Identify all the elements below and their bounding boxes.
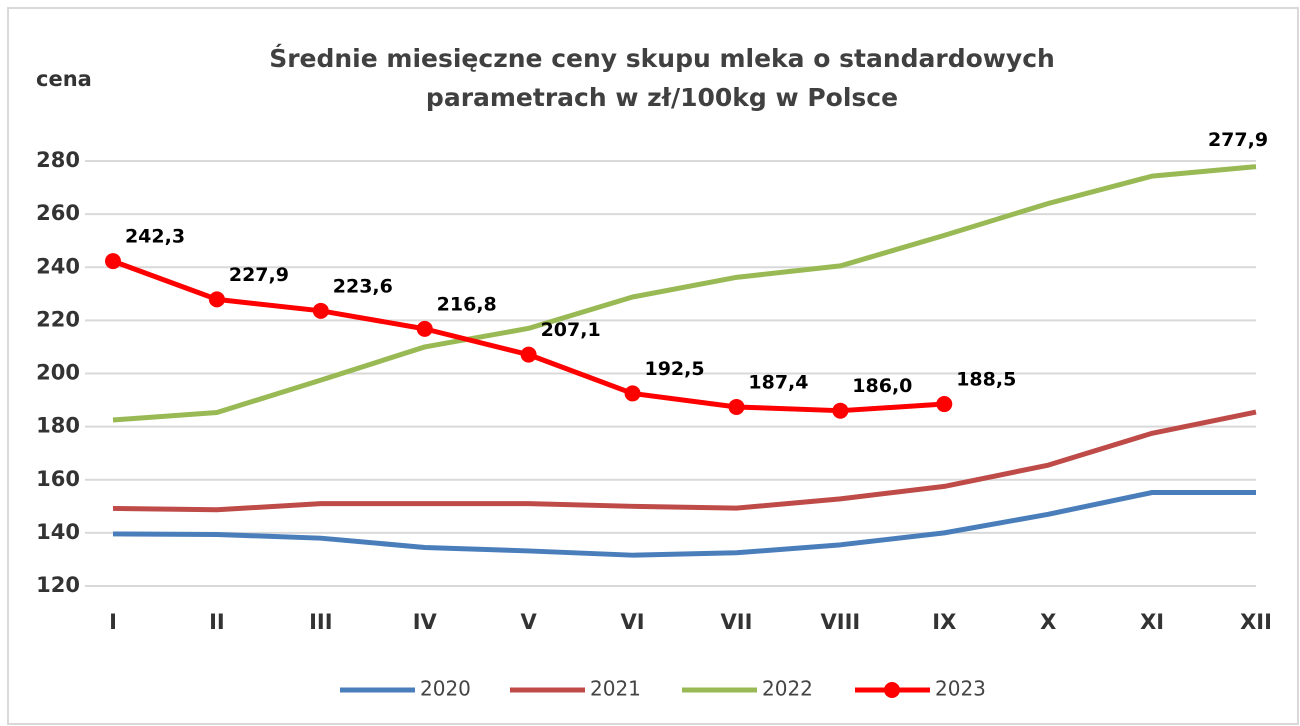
legend-label: 2021 [590,677,641,701]
data-point [208,291,225,308]
y-tick-label: 180 [36,414,80,438]
y-tick-label: 280 [36,148,80,172]
data-point [416,320,433,337]
chart-title: parametrach w zł/100kg w Polsce [426,83,898,112]
data-label: 186,0 [852,375,912,397]
x-tick-label: IV [413,610,438,634]
x-tick-label: VI [621,610,645,634]
x-tick-label: IX [932,610,956,634]
chart-title: Średnie miesięczne ceny skupu mleka o st… [269,43,1055,73]
x-tick-label: VIII [821,610,861,634]
x-tick-label: X [1040,610,1056,634]
chart-frame [7,7,1299,725]
y-tick-label: 240 [36,254,80,278]
data-point [312,302,329,319]
x-tick-label: III [309,610,332,634]
y-tick-label: 220 [36,307,80,331]
data-label: 227,9 [229,264,289,286]
legend-marker [884,682,900,698]
y-tick-label: 140 [36,520,80,544]
data-point [936,396,953,413]
y-axis-label: cena [36,67,92,91]
x-tick-label: V [521,610,538,634]
data-label: 223,6 [333,275,393,297]
x-tick-label: XI [1140,610,1164,634]
legend-label: 2022 [762,677,813,701]
x-tick-label: XII [1240,610,1272,634]
x-tick-label: I [109,610,117,634]
data-label: 277,9 [1208,129,1268,151]
data-label: 192,5 [644,358,704,380]
series-line [112,409,1257,513]
data-label: 188,5 [956,369,1016,391]
series-line [112,490,1256,558]
data-point [520,346,537,363]
x-tick-label: VII [721,610,753,634]
data-label: 187,4 [748,371,808,393]
legend-label: 2020 [420,677,471,701]
data-point [832,402,849,419]
y-tick-label: 120 [36,573,80,597]
data-point [728,398,745,415]
data-label: 242,3 [125,226,185,248]
x-tick-label: II [209,610,225,634]
y-tick-label: 260 [36,201,80,225]
data-point [105,253,121,270]
legend-label: 2023 [935,677,986,701]
y-tick-label: 200 [36,361,80,385]
y-tick-label: 160 [36,467,80,491]
series-line [112,164,1257,423]
data-point [624,385,641,402]
data-label: 207,1 [541,319,601,341]
data-label: 216,8 [437,293,497,315]
